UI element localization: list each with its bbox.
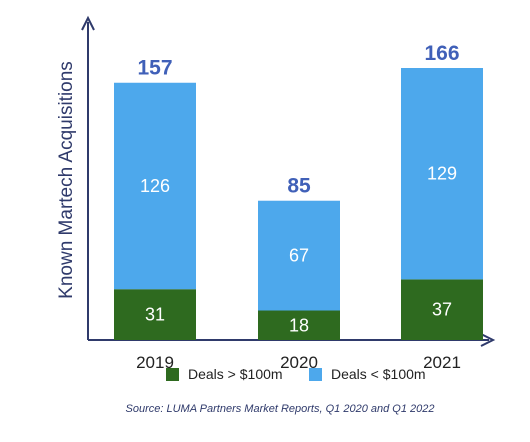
bar-segment — [114, 289, 196, 340]
segment-value-label: 126 — [140, 176, 170, 196]
bar-segment — [401, 68, 483, 280]
bar-segment — [258, 200, 340, 311]
source-note: Source: LUMA Partners Market Reports, Q1… — [126, 403, 435, 415]
segment-value-label: 67 — [289, 246, 309, 266]
segment-labels: 31 126 18 67 37 129 — [140, 164, 457, 336]
legend-swatch — [166, 368, 179, 381]
legend: Deals > $100m Deals < $100m — [166, 366, 426, 382]
bar-total-label: 166 — [424, 42, 459, 65]
y-axis-arrow — [81, 15, 95, 31]
segment-value-label: 18 — [289, 315, 309, 335]
segment-value-label: 37 — [432, 300, 452, 320]
x-axis-arrow — [480, 333, 496, 347]
bars — [114, 68, 483, 340]
x-tick-label: 2021 — [423, 353, 461, 372]
legend-label: Deals > $100m — [188, 366, 283, 382]
bar-segment — [114, 82, 196, 290]
bar-total-label: 157 — [137, 57, 172, 80]
segment-value-label: 31 — [145, 305, 165, 325]
y-axis-label: Known Martech Acquisitions — [56, 61, 77, 299]
segment-value-label: 129 — [427, 164, 457, 184]
bar-segment — [401, 279, 483, 340]
bar-segment — [258, 310, 340, 340]
x-tick-label: 2019 — [136, 353, 174, 372]
legend-label: Deals < $100m — [331, 366, 426, 382]
legend-swatch — [309, 368, 322, 381]
bar-total-label: 85 — [287, 175, 311, 198]
x-tick-label: 2020 — [280, 353, 318, 372]
total-labels: 157 85 166 — [137, 42, 459, 198]
x-tick-labels: 2019 2020 2021 — [136, 353, 461, 372]
